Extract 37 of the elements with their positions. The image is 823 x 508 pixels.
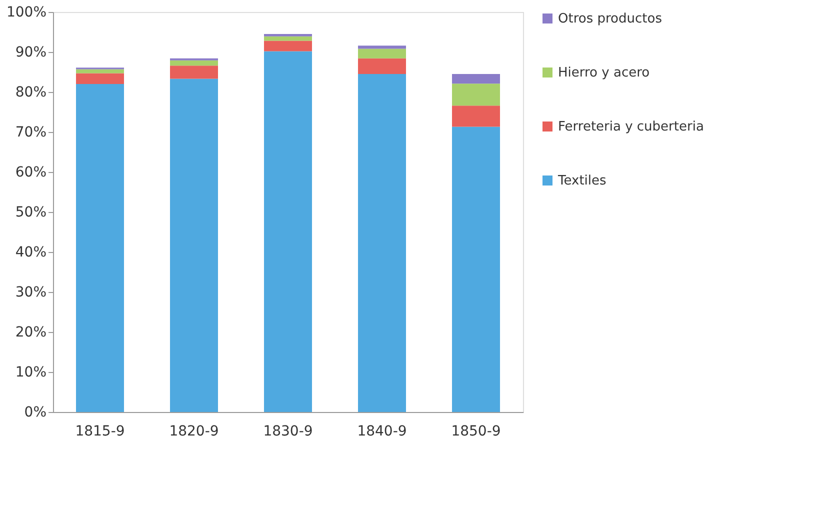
y-tick-label: 70% — [15, 124, 46, 140]
bar — [264, 36, 312, 41]
bar — [170, 66, 218, 79]
bar — [76, 84, 124, 412]
y-tick-label: 0% — [24, 404, 46, 420]
bar — [358, 48, 406, 58]
legend-label: Ferreteria y cuberteria — [558, 120, 704, 134]
bar — [452, 106, 500, 127]
bar — [76, 69, 124, 74]
legend-label: Textiles — [557, 174, 607, 188]
y-tick-label: 40% — [15, 244, 46, 260]
bar — [264, 40, 312, 52]
y-tick-label: 10% — [15, 364, 46, 380]
bar — [358, 58, 406, 74]
legend-label: Hierro y acero — [558, 66, 650, 80]
y-tick-label: 60% — [15, 164, 46, 180]
legend-label: Otros productos — [558, 12, 662, 26]
bar — [170, 60, 218, 66]
x-tick-label: 1850-9 — [451, 424, 501, 440]
bar — [452, 126, 500, 412]
bar — [358, 74, 406, 412]
bar — [76, 73, 124, 84]
y-tick-label: 90% — [15, 44, 46, 60]
y-tick-label: 100% — [6, 4, 46, 20]
bar — [452, 84, 500, 106]
bar — [452, 74, 500, 84]
y-tick-label: 80% — [15, 84, 46, 100]
y-tick-label: 30% — [15, 284, 46, 300]
x-tick-label: 1830-9 — [263, 424, 313, 440]
x-tick-label: 1815-9 — [75, 424, 125, 440]
y-tick-label: 50% — [15, 204, 46, 220]
bar — [264, 51, 312, 412]
y-tick-label: 20% — [15, 324, 46, 340]
bar — [358, 46, 406, 49]
bar — [170, 78, 218, 412]
x-tick-label: 1840-9 — [357, 424, 407, 440]
x-tick-label: 1820-9 — [169, 424, 219, 440]
